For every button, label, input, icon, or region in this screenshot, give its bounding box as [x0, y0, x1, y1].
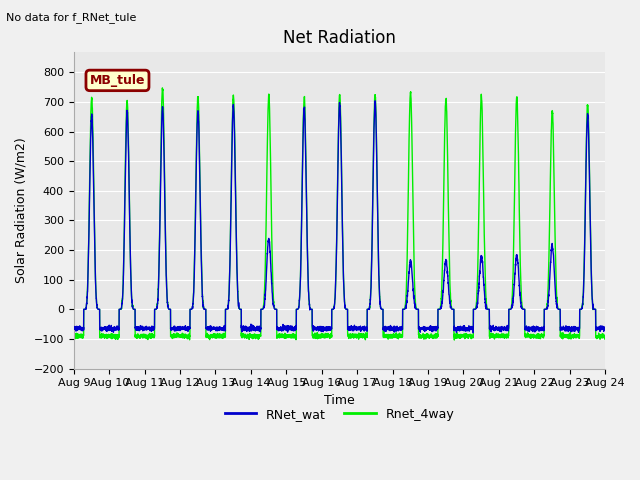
X-axis label: Time: Time	[324, 394, 355, 407]
Y-axis label: Solar Radiation (W/m2): Solar Radiation (W/m2)	[15, 137, 28, 283]
Legend: RNet_wat, Rnet_4way: RNet_wat, Rnet_4way	[220, 403, 460, 426]
Title: Net Radiation: Net Radiation	[283, 29, 396, 48]
Text: MB_tule: MB_tule	[90, 74, 145, 87]
Text: No data for f_RNet_tule: No data for f_RNet_tule	[6, 12, 137, 23]
